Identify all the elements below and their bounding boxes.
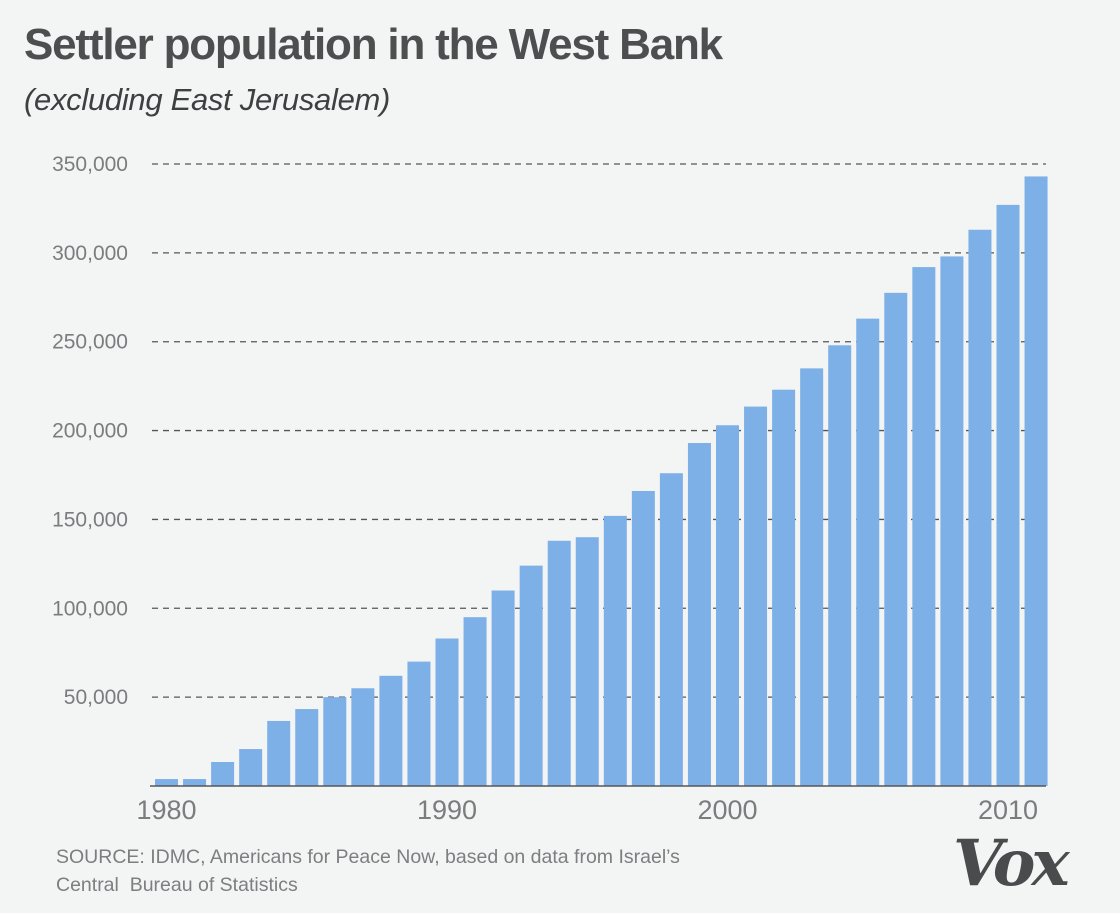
- x-tick-label: 1990: [417, 795, 477, 825]
- y-tick-label: 100,000: [52, 597, 128, 620]
- bar-1988: [379, 675, 403, 786]
- bar-1992: [491, 590, 515, 786]
- y-tick-label: 250,000: [52, 331, 128, 354]
- y-tick-label: 150,000: [52, 508, 128, 531]
- bar-1997: [631, 490, 655, 786]
- bar-2001: [744, 406, 768, 786]
- chart-subtitle: (excluding East Jerusalem): [24, 82, 391, 117]
- y-tick-label: 300,000: [52, 242, 128, 265]
- bar-2005: [856, 318, 880, 786]
- x-tick-label: 1980: [136, 795, 196, 825]
- bar-2003: [800, 368, 824, 786]
- bar-1986: [323, 697, 347, 786]
- bar-2007: [912, 267, 936, 786]
- bar-1983: [239, 749, 263, 786]
- bar-2011: [1024, 176, 1048, 786]
- bar-1995: [575, 537, 599, 786]
- bars: [155, 176, 1048, 787]
- bar-2000: [716, 425, 739, 786]
- bar-1981: [183, 779, 207, 786]
- bar-2008: [940, 256, 964, 786]
- bar-1998: [659, 473, 683, 786]
- bar-1991: [463, 617, 487, 786]
- bar-1982: [211, 762, 235, 786]
- bar-1990: [435, 638, 459, 786]
- y-axis-labels: 50,000 100,000 150,000 200,000 250,000 300,00…: [52, 153, 128, 709]
- bar-1993: [519, 565, 543, 786]
- bar-1987: [351, 688, 375, 786]
- bar-2002: [772, 389, 796, 786]
- bar-1980: [155, 779, 178, 786]
- chart-title: Settler population in the West Bank: [24, 20, 723, 69]
- source-line-2: Central Bureau of Statistics: [56, 874, 298, 896]
- x-tick-label: 2010: [978, 795, 1038, 825]
- y-tick-label: 350,000: [52, 153, 128, 176]
- vox-logo: Vox: [953, 826, 1070, 901]
- bar-2009: [968, 229, 992, 787]
- bar-2006: [884, 292, 908, 786]
- gridlines: [152, 163, 1046, 698]
- y-tick-label: 50,000: [64, 686, 128, 709]
- bar-2004: [828, 345, 852, 786]
- y-tick-label: 200,000: [52, 420, 128, 443]
- source-note: SOURCE: IDMC, Americans for Peace Now, b…: [56, 843, 680, 899]
- bar-1989: [407, 661, 431, 786]
- source-line-1: SOURCE: IDMC, Americans for Peace Now, b…: [56, 846, 680, 868]
- bar-1984: [267, 720, 291, 786]
- x-axis-labels: 1980 1990 2000 2010: [136, 795, 1038, 825]
- bar-1996: [603, 515, 627, 786]
- bar-2010: [996, 204, 1020, 787]
- bar-1994: [547, 540, 571, 786]
- bar-1985: [295, 709, 319, 786]
- bar-1999: [687, 443, 711, 786]
- x-tick-label: 2000: [697, 795, 757, 825]
